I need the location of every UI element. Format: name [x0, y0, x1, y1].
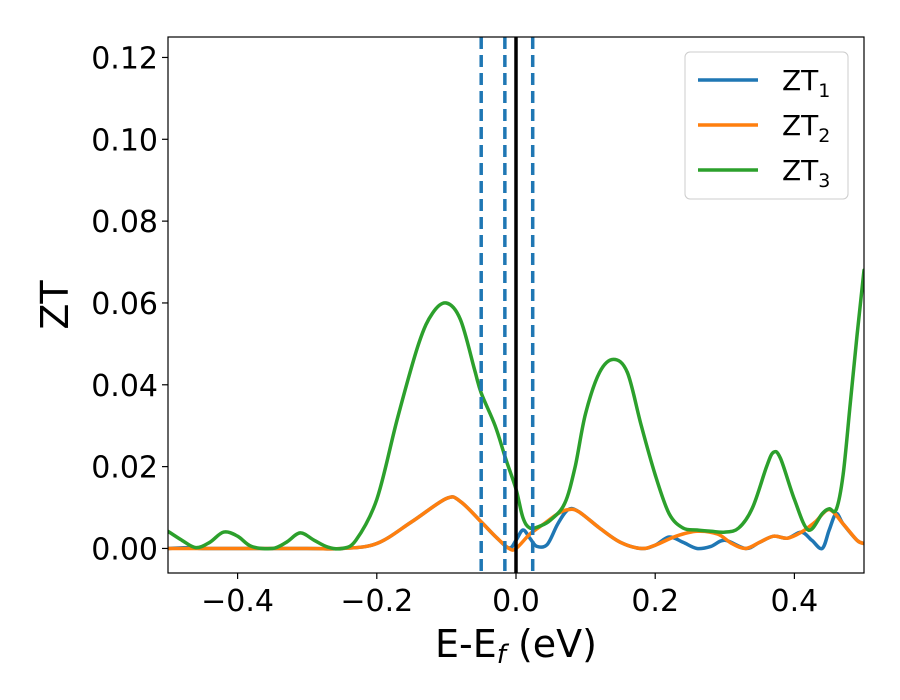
legend-label-zt2: ZT2 — [782, 109, 830, 147]
y-tick-label: 0.10 — [91, 123, 158, 158]
x-axis: −0.4 −0.2 0.0 0.2 0.4 — [201, 573, 818, 619]
y-tick-label: 0.06 — [91, 287, 158, 322]
y-axis: 0.00 0.02 0.04 0.06 0.08 0.10 0.12 — [91, 41, 168, 567]
plot-area — [168, 37, 864, 573]
y-axis-title: ZT — [33, 280, 77, 330]
y-tick-label: 0.04 — [91, 369, 158, 404]
x-tick-label: 0.0 — [492, 584, 540, 619]
legend-label-zt1: ZT1 — [782, 64, 830, 102]
x-tick-label: 0.2 — [631, 584, 679, 619]
legend: ZT1 ZT2 ZT3 — [684, 51, 849, 200]
y-tick-label: 0.00 — [91, 532, 158, 567]
y-tick-label: 0.12 — [91, 41, 158, 76]
x-tick-label: −0.2 — [340, 584, 413, 619]
series-line-zt3 — [168, 268, 864, 551]
x-tick-label: −0.4 — [201, 584, 274, 619]
legend-box — [684, 51, 849, 200]
legend-label-zt3: ZT3 — [782, 154, 830, 192]
x-axis-title: E-Ef (eV) — [435, 622, 597, 670]
series-line-zt2 — [168, 495, 864, 552]
y-tick-label: 0.08 — [91, 205, 158, 240]
x-tick-label: 0.4 — [771, 584, 819, 619]
y-tick-label: 0.02 — [91, 451, 158, 486]
